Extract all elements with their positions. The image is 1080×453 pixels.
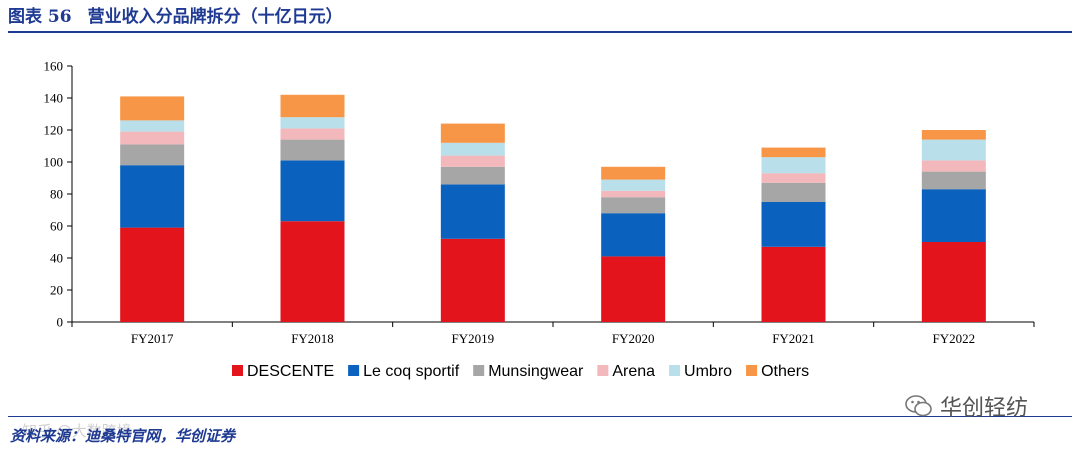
bar-segment-descente (280, 221, 345, 322)
legend-label: Others (761, 363, 809, 380)
chart-legend: DESCENTE Le coq sportif Munsingwear Arena Um… (232, 363, 809, 380)
bar-segment-descente (601, 256, 666, 322)
footer-divider (8, 416, 1072, 417)
bar-segment-arena (280, 128, 345, 140)
legend-swatch (232, 365, 243, 376)
x-tick-label: FY2020 (612, 331, 655, 346)
wechat-icon (905, 395, 932, 417)
bar-segment-munsingwear (761, 182, 826, 202)
bar-segment-arena (120, 131, 185, 145)
bar-segment-munsingwear (601, 197, 666, 214)
bar-segment-arena (440, 155, 505, 167)
bar-segment-munsingwear (280, 139, 345, 161)
x-tick-label: FY2022 (933, 331, 976, 346)
bar-segment-descente (761, 246, 826, 322)
bar-segment-munsingwear (440, 166, 505, 185)
bar-segment-le-coq-sportif (280, 160, 345, 222)
y-tick-label: 140 (44, 91, 64, 106)
y-tick-label: 40 (50, 251, 63, 266)
y-tick-label: 120 (44, 123, 64, 138)
bar-segment-others (921, 130, 986, 140)
bar-segment-le-coq-sportif (440, 184, 505, 239)
legend-swatch (348, 365, 360, 376)
x-tick-label: FY2018 (291, 331, 334, 346)
bar-segment-descente (921, 242, 986, 322)
bar-segment-arena (601, 190, 666, 198)
bar-segment-others (761, 147, 826, 158)
x-tick-label: FY2021 (772, 331, 815, 346)
y-tick-label: 0 (57, 315, 64, 330)
bar-segment-others (440, 123, 505, 143)
brand-name: 华创轻纺 (940, 396, 1029, 421)
bar-segment-umbro (601, 179, 666, 191)
bar-segment-others (120, 96, 185, 121)
bar-segment-umbro (280, 117, 345, 129)
legend-label: Arena (612, 363, 655, 380)
legend-label: DESCENTE (247, 363, 334, 380)
legend-swatch (473, 365, 485, 376)
bar-segment-le-coq-sportif (761, 202, 826, 247)
bar-segment-umbro (120, 120, 185, 132)
title-divider (8, 31, 1072, 33)
stacked-bar-chart: 0 20 40 60 80 100 120 140 160 FY2017 FY2018 FY2019… (44, 59, 1035, 380)
legend-swatch (669, 365, 681, 376)
legend-label: Munsingwear (488, 363, 584, 380)
bar-segment-arena (761, 173, 826, 183)
bar-segment-others (280, 94, 345, 118)
figure-number: 图表 56 (8, 7, 72, 27)
bar-segment-others (601, 166, 666, 180)
x-axis-labels: FY2017 FY2018 FY2019 FY2020 FY2021 FY2022 (131, 331, 975, 346)
figure-title: 图表 56 营业收入分品牌拆分（十亿日元） (8, 6, 1072, 32)
x-tick-label: FY2017 (131, 331, 174, 346)
bar-segment-le-coq-sportif (921, 189, 986, 242)
chart-bars (120, 94, 986, 322)
bar-segment-umbro (440, 142, 505, 156)
x-tick-label: FY2019 (452, 331, 495, 346)
bar-segment-munsingwear (120, 144, 185, 166)
legend-label: Umbro (684, 363, 732, 380)
source-note: 资料来源：迪桑特官网，华创证券 (10, 427, 236, 445)
bar-segment-munsingwear (921, 171, 986, 190)
bar-segment-le-coq-sportif (601, 213, 666, 257)
y-tick-label: 80 (50, 187, 63, 202)
y-tick-label: 100 (44, 155, 64, 170)
bar-segment-arena (921, 160, 986, 172)
bar-segment-umbro (921, 139, 986, 161)
legend-label: Le coq sportif (363, 363, 460, 380)
brand-mark: 华创轻纺 (904, 388, 1028, 424)
bar-segment-descente (120, 227, 185, 322)
bar-segment-descente (440, 238, 505, 322)
chart-axes: 0 20 40 60 80 100 120 140 160 (44, 59, 1035, 330)
legend-swatch (597, 365, 609, 376)
legend-swatch (746, 365, 758, 376)
watermark: 知乎 @大数跨境 (22, 422, 132, 440)
bar-segment-le-coq-sportif (120, 165, 185, 228)
y-tick-label: 20 (50, 283, 63, 298)
bar-segment-umbro (761, 157, 826, 174)
y-tick-label: 60 (50, 219, 63, 234)
chart-title: 营业收入分品牌拆分（十亿日元） (87, 7, 343, 27)
y-tick-label: 160 (44, 59, 64, 74)
